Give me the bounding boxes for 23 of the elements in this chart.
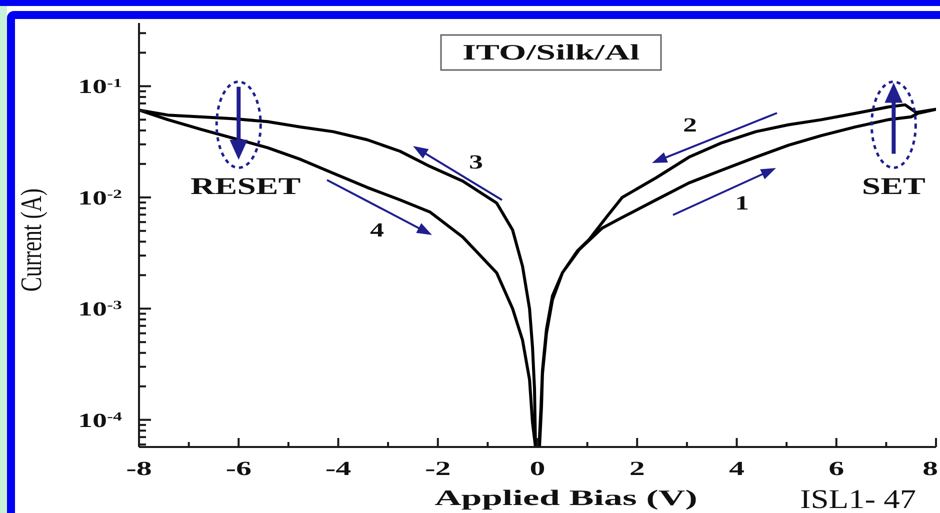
- x-tick-label: 2: [629, 456, 645, 480]
- x-tick-label: 8: [922, 456, 938, 480]
- x-tick-label: 0: [530, 456, 546, 480]
- annotation: ITO/Silk/Al: [462, 41, 640, 65]
- annotation: 4: [370, 218, 384, 242]
- annotation: RESET: [190, 174, 302, 200]
- x-tick-label: -4: [325, 456, 352, 480]
- x-tick-label: -2: [424, 456, 451, 480]
- x-tick-label: -8: [126, 456, 152, 480]
- y-axis-title: Current (A): [14, 188, 48, 292]
- y-tick-label: 10$^{-4}$: [78, 410, 122, 432]
- x-axis-title: Applied Bias (V): [434, 485, 698, 510]
- y-tick-label: 10$^{-1}$: [78, 76, 122, 98]
- x-tick-label: 4: [729, 456, 744, 480]
- annotation: 3: [468, 150, 484, 174]
- y-tick-label: 10$^{-2}$: [78, 187, 122, 210]
- text: ISL1- 47: [800, 484, 916, 513]
- annotation: SET: [862, 174, 926, 200]
- annotation: 2: [682, 114, 698, 136]
- x-tick-label: -6: [226, 456, 252, 480]
- x-tick-label: 6: [828, 456, 844, 480]
- annotation: 1: [734, 192, 750, 214]
- y-tick-label: 10$^{-3}$: [78, 298, 122, 320]
